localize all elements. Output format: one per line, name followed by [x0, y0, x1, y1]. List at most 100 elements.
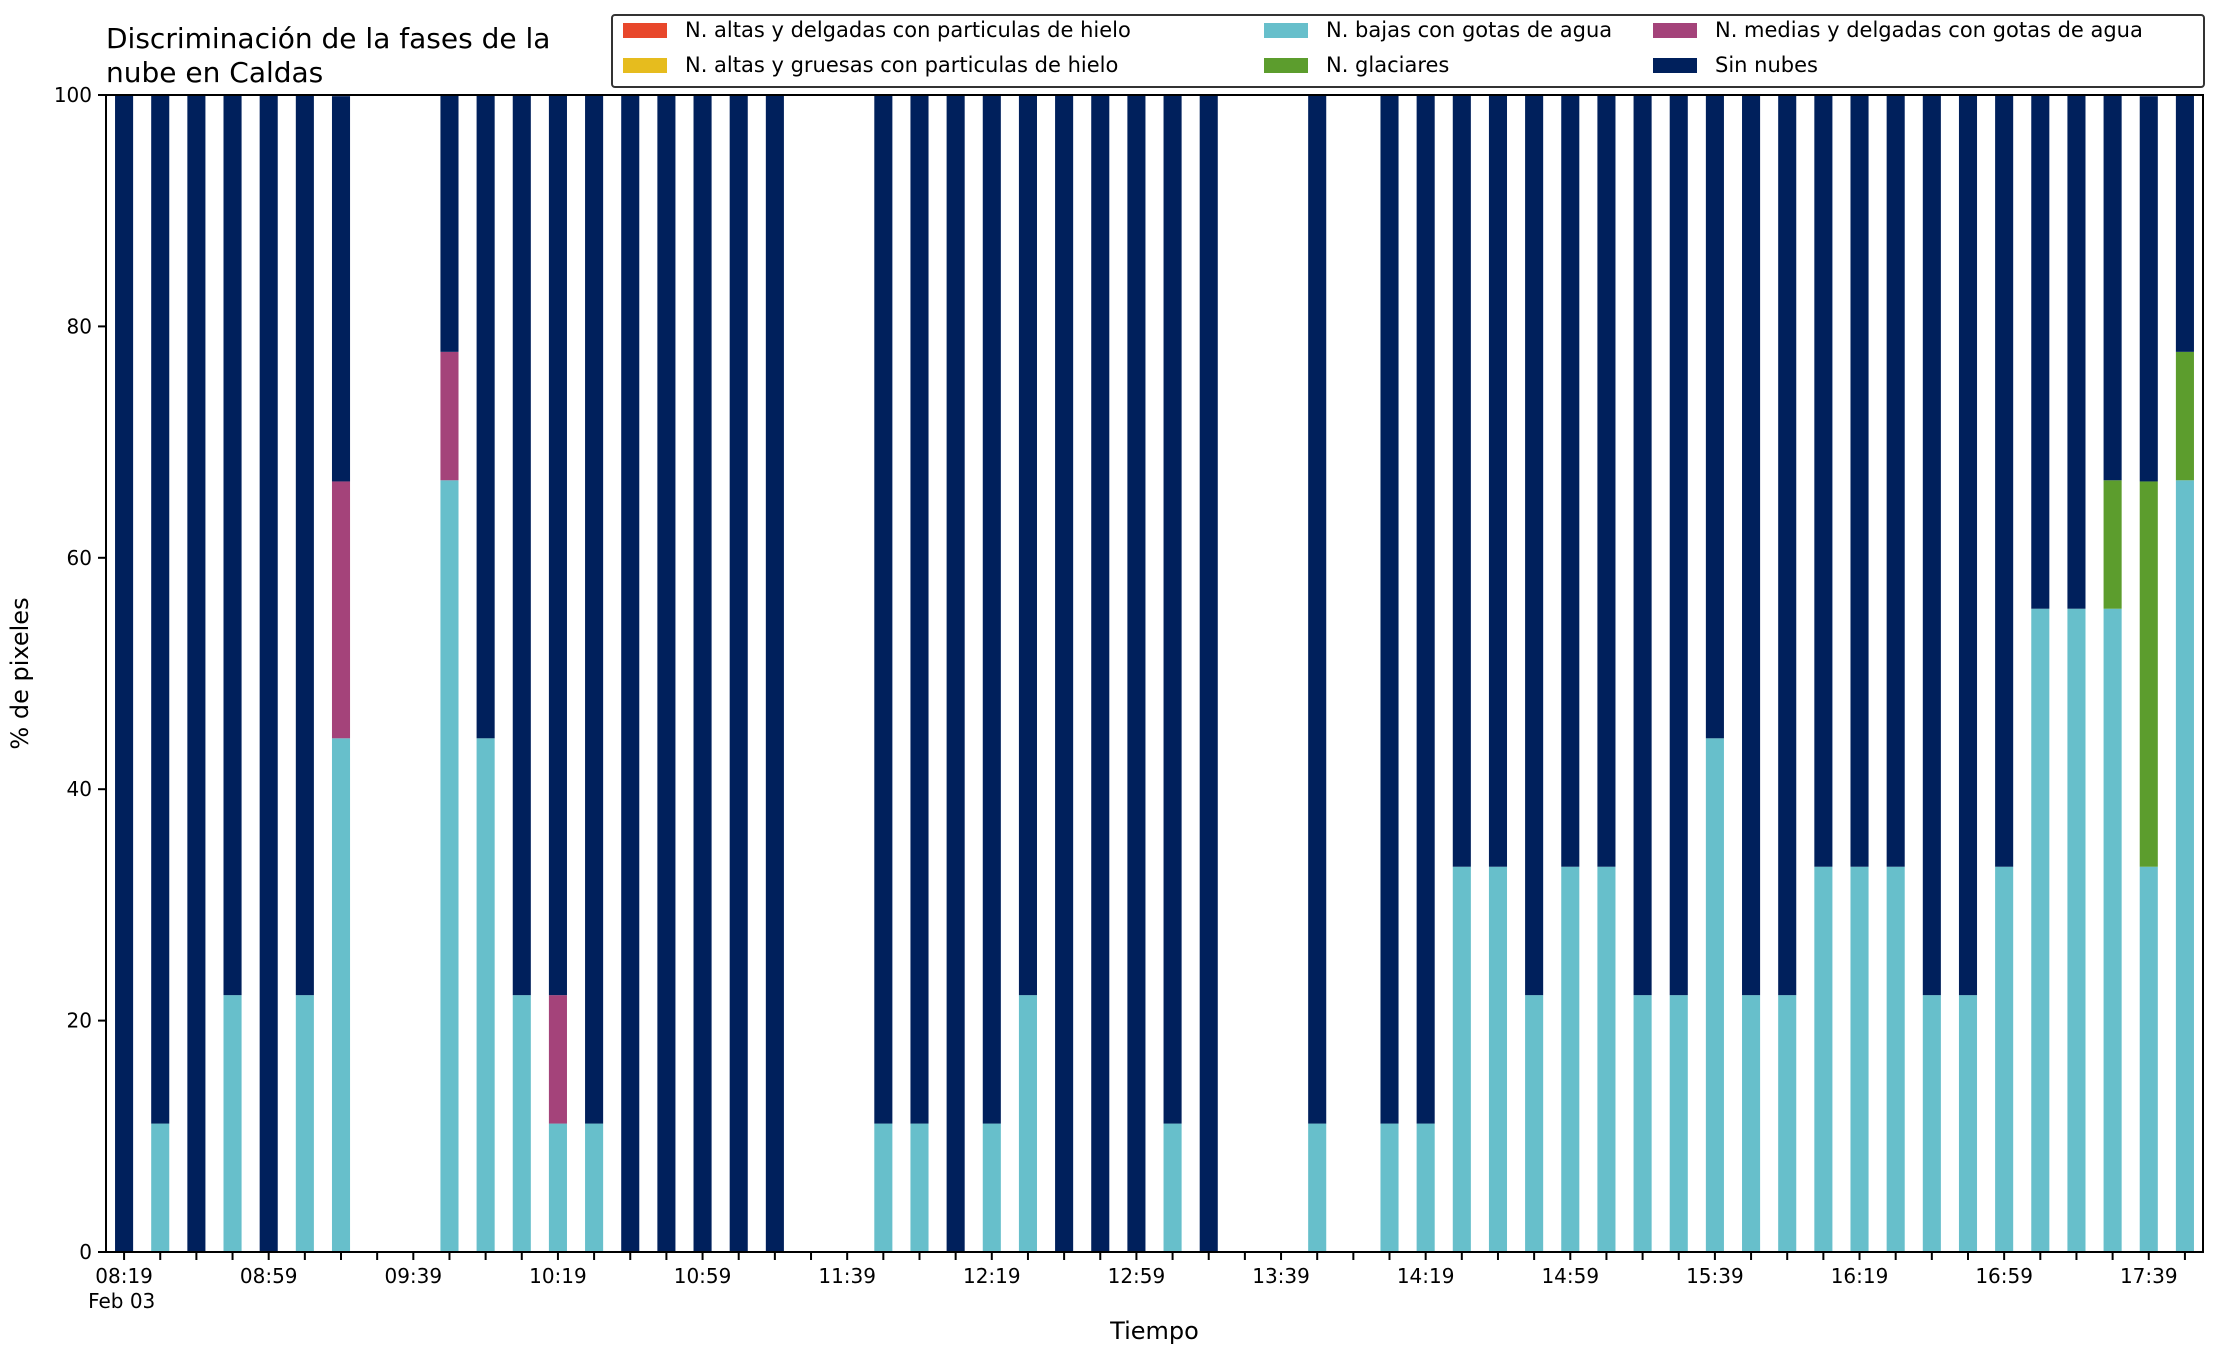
x-axis: 08:19 08:59 09:39 10:19 10:59 11:39 12:19 12:59…	[95, 1252, 2186, 1288]
legend-item-medias: N. medias y delgadas con gotas de agua	[1653, 18, 2143, 42]
bar-segment	[1525, 995, 1544, 1252]
x-tick-label: 15:39	[1686, 1264, 1744, 1288]
bar-segment	[1018, 995, 1037, 1252]
x-date-label: Feb 03	[88, 1289, 155, 1313]
bar-segment	[2139, 481, 2158, 867]
bar-segment	[1633, 995, 1652, 1252]
bar-segment	[2031, 608, 2050, 1252]
x-tick-label: 14:19	[1397, 1264, 1455, 1288]
bar-segment	[982, 95, 1001, 1124]
bar-segment	[440, 95, 459, 352]
bar-segment	[295, 995, 314, 1252]
bar-segment	[1127, 95, 1146, 1252]
bar-segment	[259, 95, 278, 1252]
bar-segment	[1308, 1123, 1327, 1252]
legend-label: N. bajas con gotas de agua	[1326, 18, 1613, 42]
x-tick-label: 16:19	[1831, 1264, 1889, 1288]
y-axis-label: % de pixeles	[6, 597, 34, 749]
bar-segment	[2175, 351, 2194, 481]
x-axis-label: Tiempo	[1109, 1317, 1199, 1345]
bar-segment	[657, 95, 676, 1252]
bar-segment	[151, 1123, 170, 1252]
legend-swatch	[623, 57, 667, 73]
bar-segment	[331, 738, 351, 1252]
x-tick-label: 08:59	[240, 1264, 298, 1288]
bar-segment	[2067, 95, 2086, 609]
bar-segment	[1814, 866, 1833, 1252]
bar-segment	[1488, 866, 1508, 1252]
bar-segment	[1380, 95, 1399, 1124]
bar-segment	[1525, 95, 1544, 996]
legend-label: N. glaciares	[1326, 53, 1450, 77]
bar-segment	[440, 480, 459, 1252]
bar-segment	[512, 995, 531, 1252]
bar-segment	[1850, 95, 1869, 867]
x-tick-label: 09:39	[384, 1264, 442, 1288]
legend-swatch	[1653, 57, 1697, 73]
bar-segment	[1814, 95, 1833, 867]
bar-segment	[1561, 95, 1580, 867]
bar-segment	[1561, 866, 1580, 1252]
legend-swatch	[1653, 22, 1697, 38]
bar-segment	[1380, 1123, 1399, 1252]
bar-segment	[1778, 95, 1797, 996]
bar-segment	[1163, 95, 1182, 1124]
bar-segment	[1055, 95, 1074, 1252]
bar-segment	[1742, 995, 1761, 1252]
y-axis: 0 20 40 60 80 100	[54, 83, 106, 1264]
x-tick-label: 10:59	[674, 1264, 732, 1288]
bar-segment	[548, 1123, 567, 1252]
x-tick-label: 12:59	[1108, 1264, 1166, 1288]
bar-segment	[476, 738, 495, 1252]
y-tick-label: 40	[67, 777, 92, 801]
legend-item-glaciares: N. glaciares	[1264, 53, 1449, 77]
bar-segment	[115, 95, 134, 1252]
bar-segment	[187, 95, 206, 1252]
bar-segment	[1669, 95, 1688, 996]
bar-segment	[585, 1123, 604, 1252]
bar-segment	[548, 95, 567, 996]
bar-segment	[1958, 95, 1978, 996]
bar-segment	[1488, 95, 1508, 867]
bar-segment	[1597, 866, 1616, 1252]
legend-label: N. altas y delgadas con particulas de hi…	[685, 18, 1131, 42]
x-tick-label: 08:19	[95, 1264, 153, 1288]
bar-segment	[1705, 738, 1724, 1252]
legend-swatch	[623, 22, 667, 38]
bar-segment	[2103, 480, 2122, 609]
bar-segment	[1995, 866, 2014, 1252]
bar-segment	[295, 95, 314, 996]
legend-item-bajas: N. bajas con gotas de agua	[1264, 18, 1612, 42]
bar-segment	[2175, 95, 2194, 352]
bar-segment	[1018, 95, 1037, 996]
y-tick-label: 20	[67, 1009, 92, 1033]
bar-segment	[440, 351, 459, 481]
bar-segment	[874, 95, 893, 1124]
legend-label: N. medias y delgadas con gotas de agua	[1715, 18, 2143, 42]
bar-segment	[1416, 1123, 1435, 1252]
bar-segment	[2103, 95, 2122, 481]
bar-segment	[223, 95, 242, 996]
bar-segment	[2139, 866, 2158, 1252]
legend-swatch	[1264, 57, 1308, 73]
bar-segment	[1416, 95, 1435, 1124]
bar-segment	[1886, 866, 1905, 1252]
bar-segment	[476, 95, 495, 739]
bar-segment	[585, 95, 604, 1124]
bar-segment	[1669, 995, 1688, 1252]
bar-segment	[910, 1123, 929, 1252]
x-tick-label: 17:39	[2120, 1264, 2178, 1288]
bar-segment	[1778, 995, 1797, 1252]
bar-segment	[621, 95, 640, 1252]
bar-segment	[1886, 95, 1905, 867]
x-tick-label: 10:19	[529, 1264, 587, 1288]
bar-segment	[1308, 95, 1327, 1124]
bar-segment	[331, 481, 351, 739]
bar-segment	[1452, 866, 1471, 1252]
bar-segment	[151, 95, 170, 1124]
legend-item-altas-delgadas: N. altas y delgadas con particulas de hi…	[623, 18, 1131, 42]
legend-label: N. altas y gruesas con particulas de hie…	[685, 53, 1119, 77]
chart-title: Discriminación de la fases de la nube en…	[106, 22, 551, 89]
y-tick-label: 60	[67, 546, 92, 570]
legend-item-altas-gruesas: N. altas y gruesas con particulas de hie…	[623, 53, 1118, 77]
